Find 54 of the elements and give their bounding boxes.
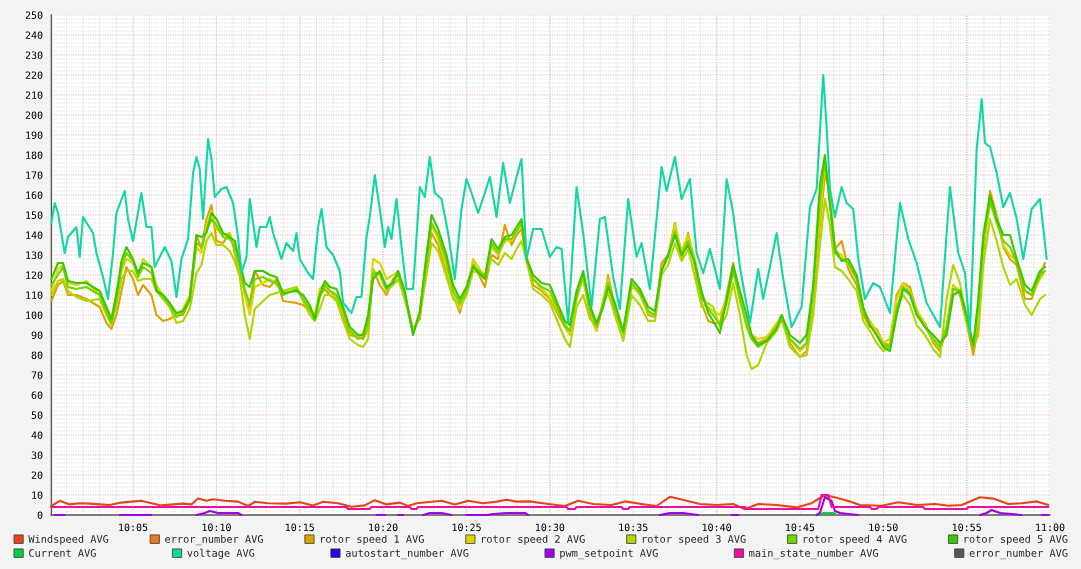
y-tick-label: 200 [25,111,43,119]
y-tick-label: 10 [32,491,43,499]
y-tick-label: 160 [26,191,43,199]
x-tick-label: 10:05 [119,523,148,532]
y-tick-label: 70 [31,371,43,379]
legend-label: Current AVG [29,549,96,557]
y-tick-label: 140 [26,231,43,239]
legend-label: error_number AVG [165,534,263,546]
y-tick-label: 40 [31,431,43,439]
y-tick-label: 50 [31,411,43,419]
y-tick-label: 100 [26,311,43,319]
legend-label: autostart_number AVG [345,548,469,560]
y-tick-label: 150 [26,211,43,219]
legend-label: rotor speed 3 AVG [642,534,746,545]
y-tick-label: 240 [25,31,43,39]
legend-label: rotor speed 2 AVG [481,534,585,545]
y-tick-label: 170 [26,171,43,179]
x-tick-label: 10:35 [619,523,648,532]
y-tick-label: 190 [26,131,43,139]
y-tick-label: 120 [26,271,43,279]
legend-label: main_state_number AVG [749,548,878,560]
legend-label: rotor speed 1 AVG [321,534,424,545]
y-tick-label: 110 [26,291,43,299]
legend-label: error_number AVG [969,548,1068,560]
y-tick-label: 180 [26,151,43,159]
x-tick-label: 10:10 [202,523,231,532]
y-tick-label: 250 [25,11,43,19]
y-tick-label: 230 [25,51,43,59]
y-tick-label: 210 [25,91,43,99]
x-tick-label: 10:15 [285,523,315,532]
y-tick-label: 90 [31,331,43,339]
line-series [50,73,1048,335]
x-tick-label: 10:20 [369,523,398,532]
x-tick-label: 10:30 [536,523,565,532]
legend-label: rotor speed 5 AVG [964,534,1068,545]
x-tick-label: 10:55 [952,523,981,532]
line-series [50,197,1047,371]
x-tick-label: 10:45 [786,523,815,532]
legend-label: pwm_setpoint AVG [560,548,658,560]
y-tick-label: 30 [31,451,43,459]
y-tick-label: 130 [26,251,43,259]
y-tick-label: 220 [25,71,43,79]
legend-label: rotor speed 4 AVG [803,534,907,545]
y-tick-label: 60 [31,391,43,399]
legend-label: Windspeed AVG [28,534,109,545]
y-tick-label: 0 [37,511,43,519]
x-tick-label: 10:50 [869,523,898,532]
y-tick-label: 80 [31,351,43,359]
line-series [50,493,1050,511]
x-tick-label: 10:40 [702,523,731,532]
x-tick-label: 11:00 [1036,523,1065,532]
legend-label: voltage AVG [187,548,255,559]
x-tick-label: 10:25 [452,523,481,532]
y-tick-label: 20 [31,471,43,479]
